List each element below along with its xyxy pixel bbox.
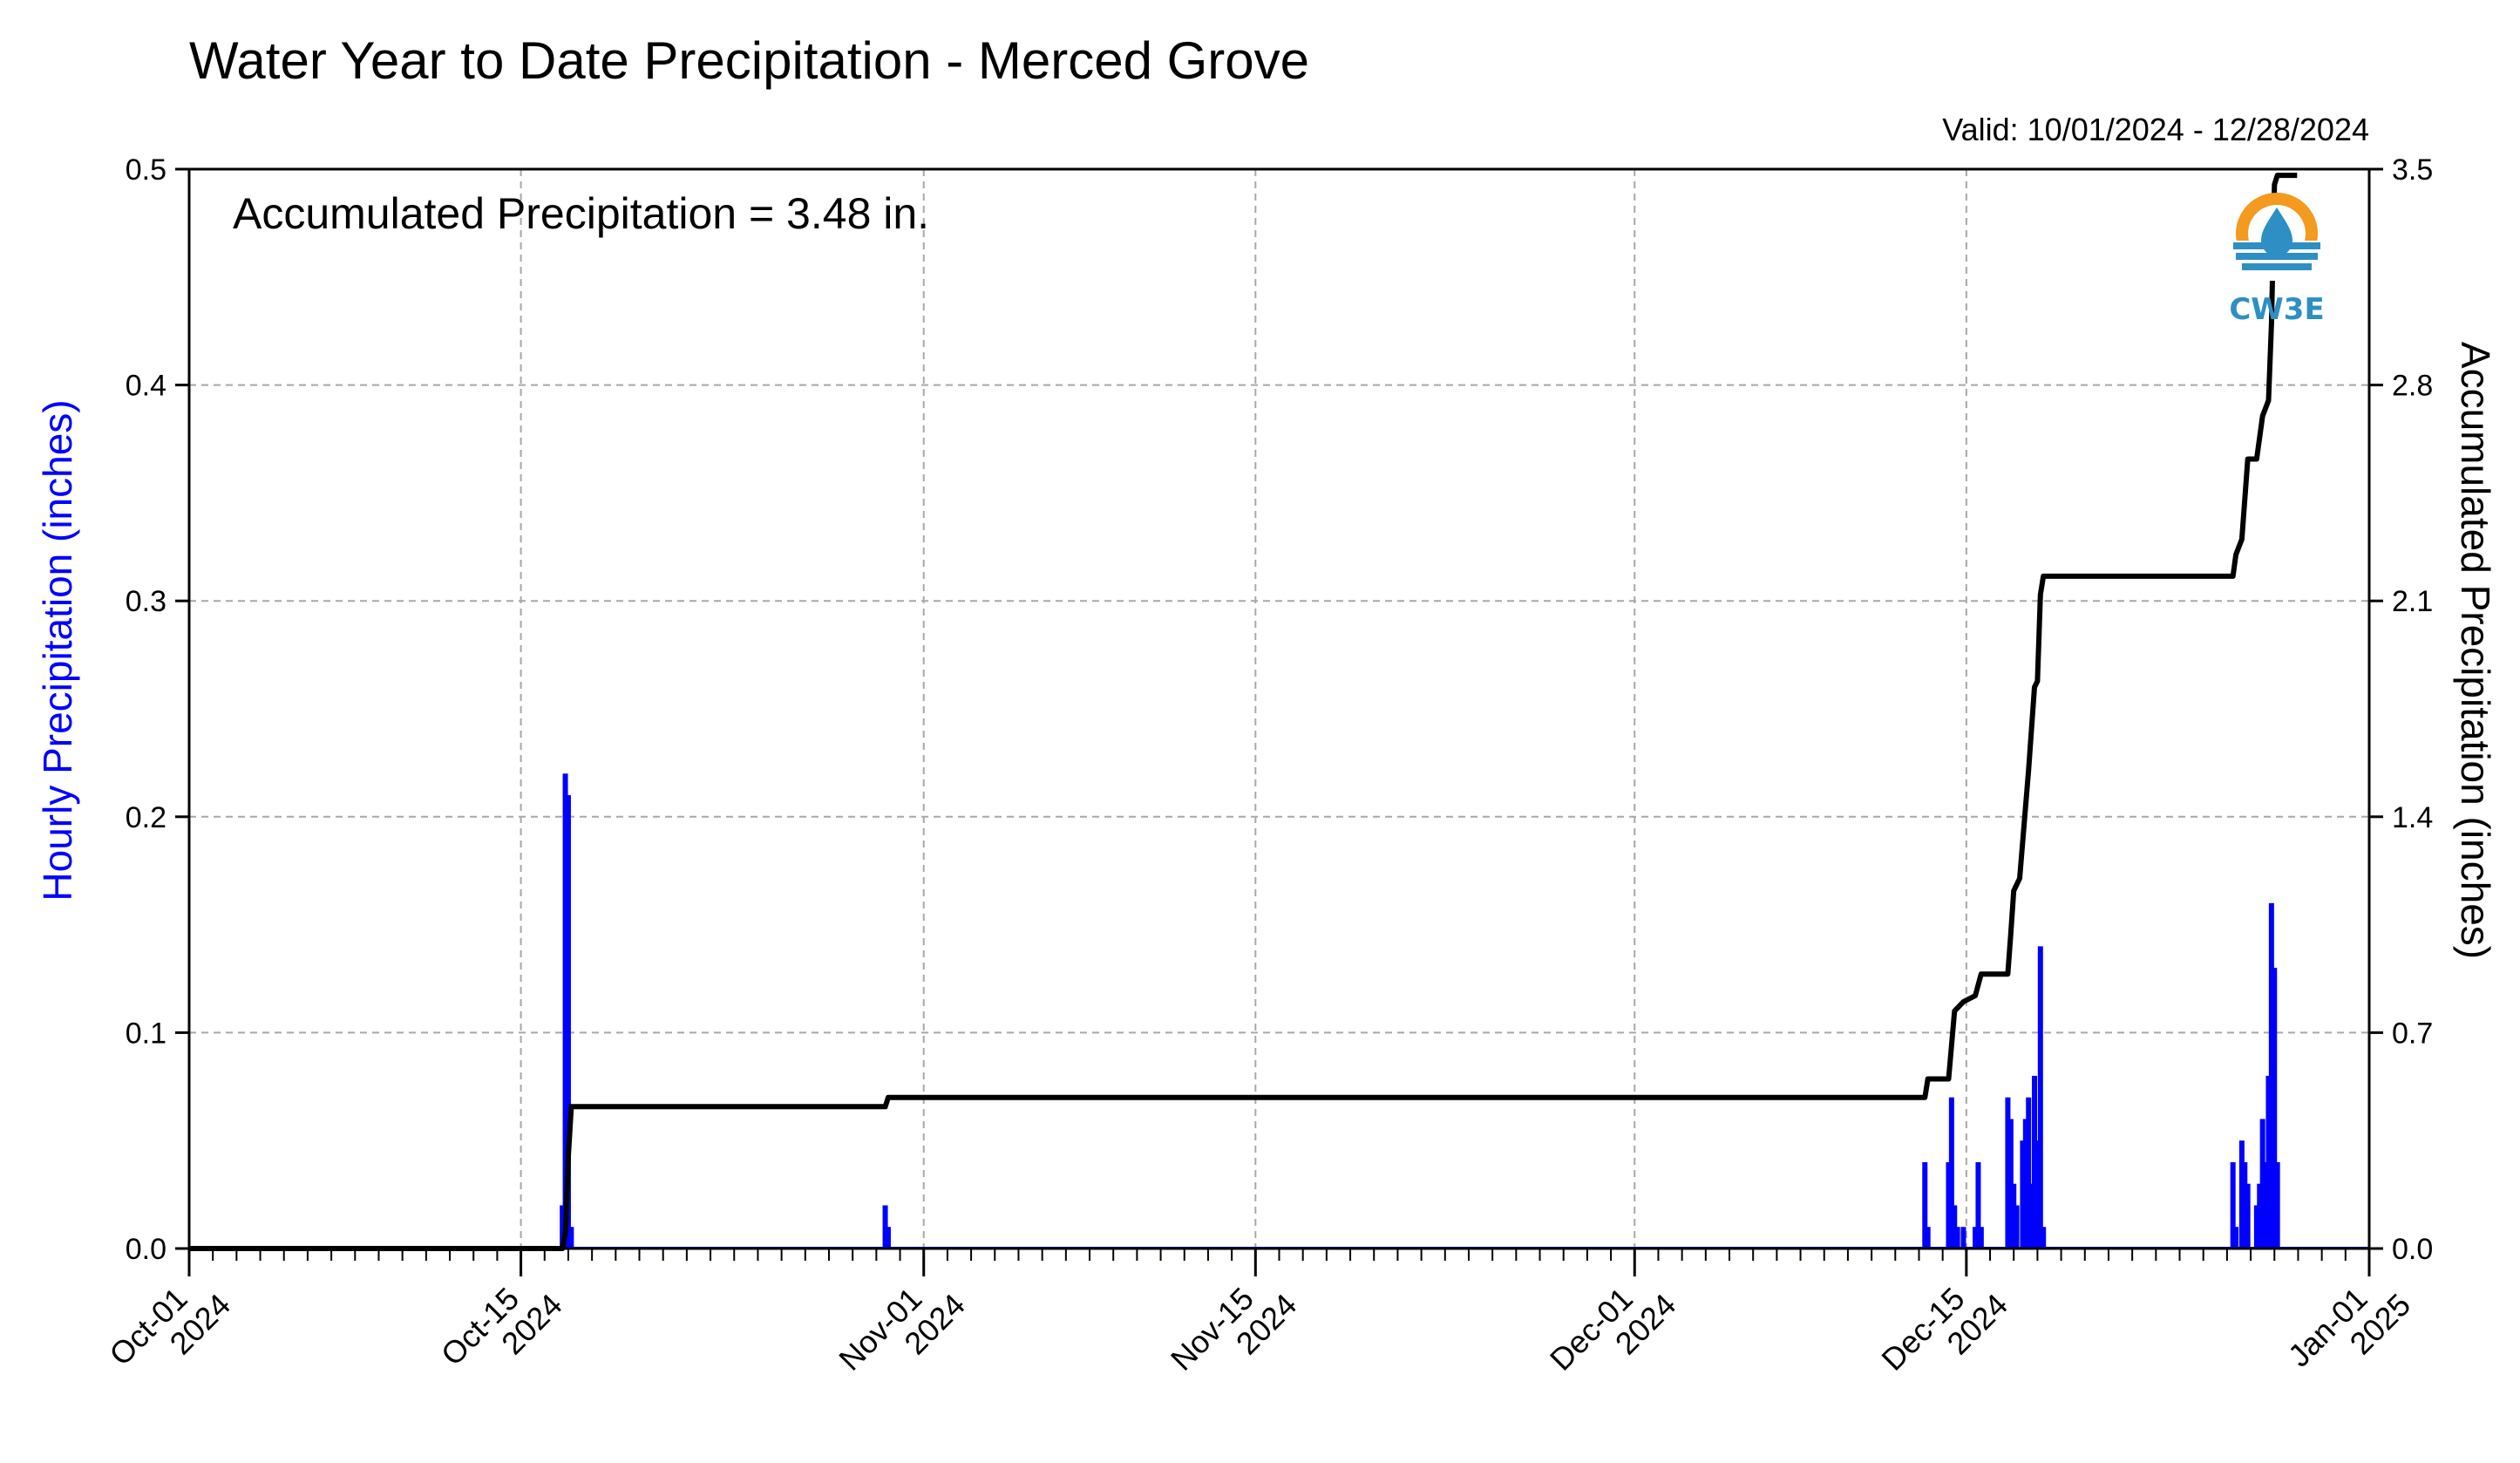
hourly-bar <box>1960 1227 1966 1249</box>
hourly-bar <box>2245 1183 2251 1249</box>
hourly-bar <box>1948 1097 1954 1249</box>
hourly-bar <box>1952 1205 1958 1249</box>
grid-layer <box>189 169 2369 1249</box>
hourly-bar <box>2242 1161 2248 1249</box>
hourly-bar <box>1973 1227 1979 1249</box>
hourly-bar <box>562 773 568 1249</box>
right-tick-label: 2.1 <box>2392 585 2433 618</box>
hourly-bar <box>2032 1075 2038 1249</box>
chart-title: Water Year to Date Precipitation - Merce… <box>189 31 1309 90</box>
hourly-bar <box>560 1205 566 1249</box>
hourly-bar <box>2020 1140 2026 1249</box>
hourly-bar <box>1946 1161 1952 1249</box>
hourly-bar <box>2022 1119 2028 1249</box>
hourly-bar <box>2268 902 2274 1249</box>
left-tick-label: 0.3 <box>126 585 166 618</box>
valid-period-label: Valid: 10/01/2024 - 12/28/2024 <box>1942 112 2369 147</box>
hourly-bar <box>568 1227 574 1249</box>
hourly-bar <box>2005 1097 2011 1249</box>
left-tick-label: 0.1 <box>126 1017 166 1050</box>
hourly-bar <box>1975 1161 1981 1249</box>
hourly-bar <box>1978 1227 1984 1249</box>
hourly-bar <box>2026 1097 2032 1249</box>
accumulated-line-layer <box>189 173 2298 1251</box>
hourly-bar <box>2007 1119 2014 1249</box>
accumulated-line <box>189 173 2298 1251</box>
hourly-bar <box>882 1205 888 1249</box>
right-tick-label: 2.8 <box>2392 370 2433 403</box>
logo-wave-3 <box>2242 263 2312 270</box>
hourly-bar <box>2028 1183 2034 1249</box>
hourly-bar <box>2014 1205 2020 1249</box>
hourly-bar <box>885 1227 891 1249</box>
hourly-bar <box>2272 968 2278 1249</box>
hourly-bar <box>2034 1140 2041 1249</box>
hourly-bar <box>1925 1227 1931 1249</box>
accumulated-annotation: Accumulated Precipitation = 3.48 in. <box>233 189 929 238</box>
hourly-bar <box>1922 1161 1928 1249</box>
hourly-bar <box>2259 1119 2265 1249</box>
cw3e-logo: CW3E <box>2229 193 2325 327</box>
right-tick-label: 0.0 <box>2392 1233 2433 1266</box>
hourly-bar <box>2263 1161 2269 1249</box>
hourly-bar <box>2265 1075 2272 1249</box>
right-axis-title: Accumulated Precipitation (inches) <box>2453 342 2498 959</box>
hourly-bar <box>2274 1161 2280 1249</box>
right-tick-label: 1.4 <box>2392 801 2433 834</box>
hourly-bar <box>2238 1140 2245 1249</box>
right-tick-label: 3.5 <box>2392 153 2433 187</box>
plot-frame <box>187 167 2371 1250</box>
hourly-bar <box>565 795 571 1249</box>
hourly-bar <box>2037 946 2043 1249</box>
hourly-bar <box>2041 1227 2047 1249</box>
left-tick-label: 0.0 <box>126 1233 166 1266</box>
hourly-bar <box>2233 1227 2239 1249</box>
hourly-bar <box>1954 1227 1960 1249</box>
hourly-bar <box>2253 1205 2259 1249</box>
left-tick-label: 0.5 <box>126 153 166 187</box>
right-tick-label: 0.7 <box>2392 1017 2433 1050</box>
left-axis-title: Hourly Precipitation (inches) <box>35 399 80 901</box>
hourly-bar <box>2230 1161 2236 1249</box>
water-drop-icon <box>2261 208 2292 256</box>
hourly-bar <box>2011 1183 2017 1249</box>
left-tick-label: 0.2 <box>126 801 166 834</box>
left-tick-label: 0.4 <box>126 370 166 403</box>
hourly-bar <box>2257 1183 2263 1249</box>
logo-text: CW3E <box>2229 292 2324 327</box>
